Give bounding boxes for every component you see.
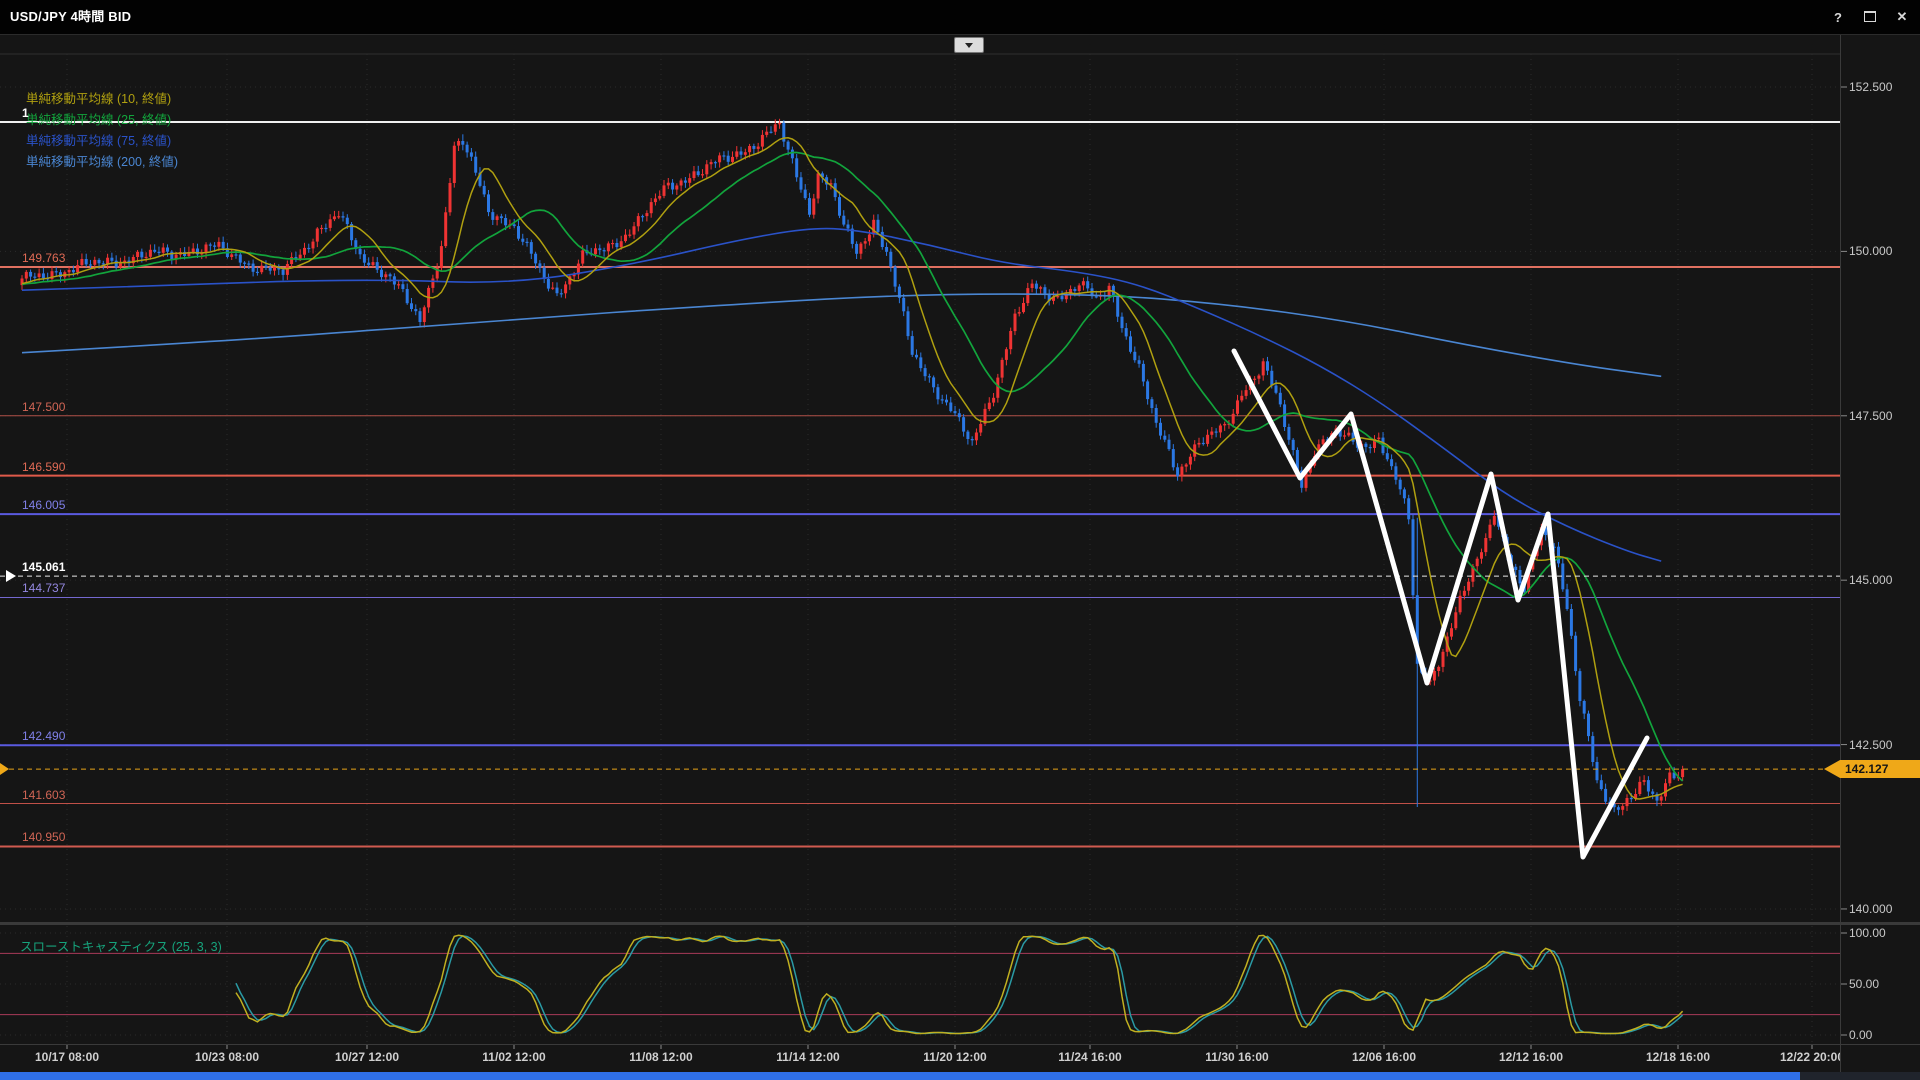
- x-axis-label-0: 10/17 08:00: [34, 1050, 100, 1064]
- x-axis-label-11: 12/18 16:00: [1645, 1050, 1711, 1064]
- x-axis-label-6: 11/20 12:00: [923, 1050, 987, 1064]
- current-price-left-marker-icon: [0, 763, 9, 775]
- time-axis[interactable]: 10/17 08:00 10/23 08:00 10/27 12:00 11/02 1…: [0, 1044, 1840, 1072]
- axis-divider-vertical: [1840, 34, 1841, 1072]
- chart-background[interactable]: [0, 34, 1920, 1072]
- price-tag-arrow-icon: [1824, 760, 1840, 778]
- x-axis-label-1: 10/23 08:00: [194, 1050, 260, 1064]
- x-axis-label-7: 11/24 16:00: [1058, 1050, 1122, 1064]
- title-bar[interactable]: USD/JPY 4時間 BID ? ✕: [0, 0, 1920, 35]
- position-price-marker-icon: [6, 570, 16, 582]
- window-title: USD/JPY 4時間 BID: [10, 9, 132, 24]
- price-tag-value: 142.127: [1840, 760, 1920, 778]
- window-controls: ? ✕: [1830, 0, 1910, 34]
- x-axis-label-4: 11/08 12:00: [629, 1050, 693, 1064]
- x-axis-label-10: 12/12 16:00: [1498, 1050, 1564, 1064]
- x-axis-label-5: 11/14 12:00: [776, 1050, 840, 1064]
- scrollbar-thumb[interactable]: [0, 1072, 1800, 1080]
- horizontal-scrollbar[interactable]: [0, 1072, 1920, 1080]
- collapse-panel-button[interactable]: [954, 37, 984, 53]
- price-axis[interactable]: [1840, 34, 1920, 1044]
- x-axis-label-2: 10/27 12:00: [334, 1050, 400, 1064]
- chevron-down-icon: [965, 42, 973, 48]
- help-button[interactable]: ?: [1834, 9, 1842, 25]
- x-axis-label-3: 11/02 12:00: [482, 1050, 546, 1064]
- x-axis-label-9: 12/06 16:00: [1351, 1050, 1417, 1064]
- maximize-button[interactable]: [1862, 10, 1878, 25]
- maximize-icon: [1864, 10, 1876, 22]
- axis-divider-horizontal: [0, 1044, 1920, 1045]
- x-axis-label-8: 11/30 16:00: [1205, 1050, 1269, 1064]
- close-button[interactable]: ✕: [1896, 9, 1908, 24]
- panel-splitter[interactable]: [0, 922, 1920, 925]
- stoch-label: スローストキャスティクス (25, 3, 3): [20, 940, 222, 954]
- x-axis-label-12: 12/22 20:00: [1779, 1050, 1840, 1064]
